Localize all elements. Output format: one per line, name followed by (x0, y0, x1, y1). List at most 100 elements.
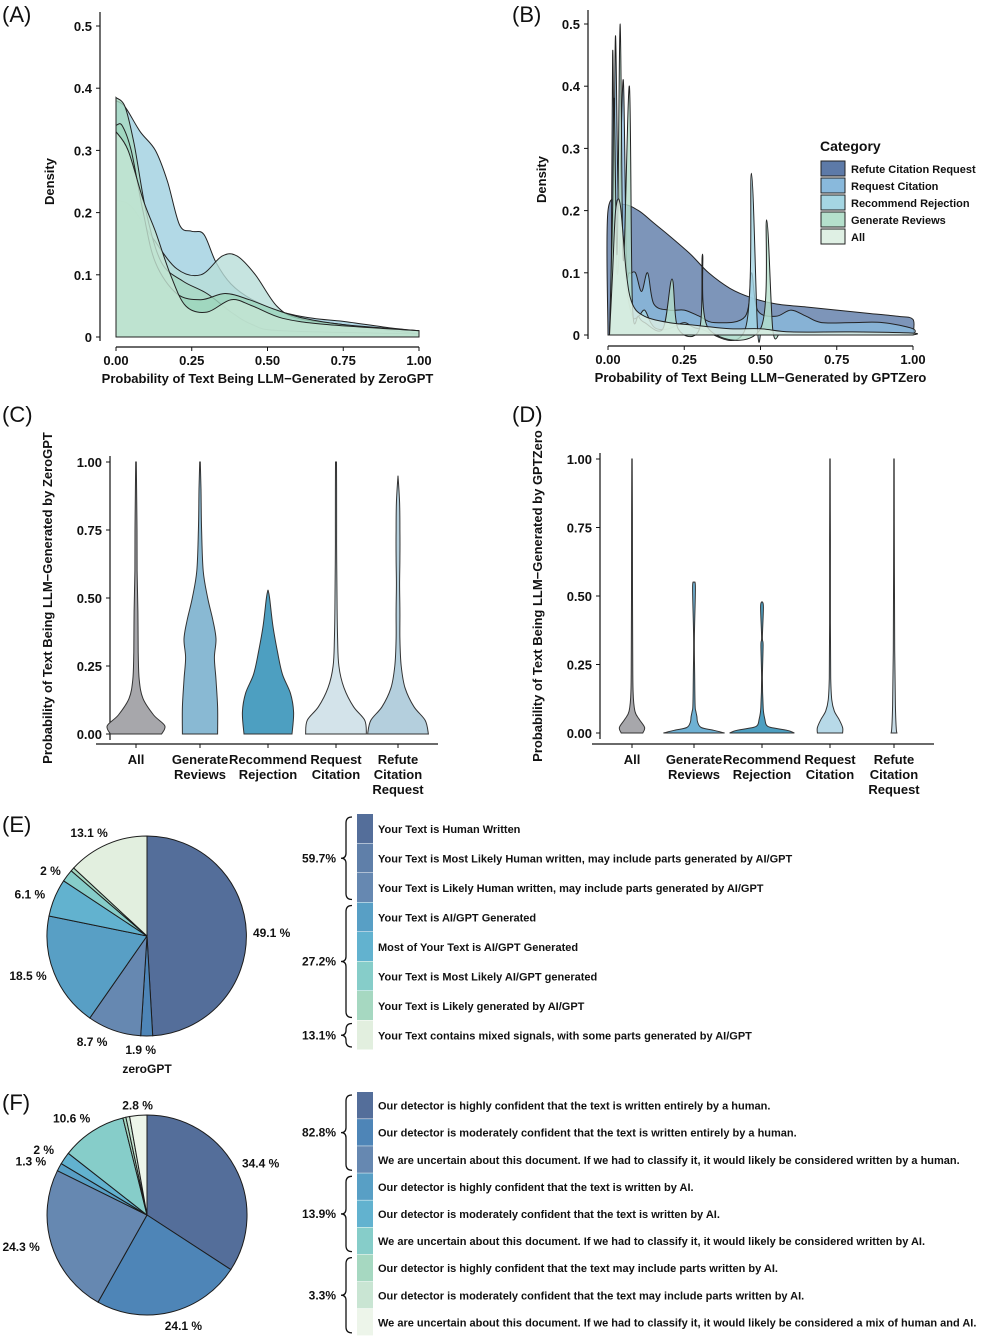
pie-slice (129, 1114, 148, 1216)
y-axis-label: Probability of Text Being LLM−Generated … (40, 432, 55, 764)
y-tick-label: 0 (573, 328, 580, 343)
category-swatch (357, 1146, 373, 1174)
category-text: Our detector is moderately confident tha… (378, 1128, 797, 1140)
group-percent: 82.8% (302, 1126, 336, 1140)
pie-title: zeroGPT (122, 1062, 172, 1076)
category-text: Our detector is highly confident that th… (378, 1263, 778, 1275)
slice-label: 2.8 % (122, 1098, 153, 1112)
y-tick-label: 1.00 (77, 455, 102, 470)
violin (663, 581, 725, 734)
group-percent: 13.1% (302, 1028, 336, 1042)
category-swatch (357, 932, 373, 962)
category-text: We are uncertain about this document. If… (378, 1155, 960, 1167)
legend-swatch (820, 177, 846, 194)
category-list: Our detector is highly confident that th… (302, 1092, 976, 1336)
category-swatch (357, 1092, 373, 1120)
group-percent: 59.7% (302, 851, 336, 865)
slice-label: 24.1 % (165, 1319, 203, 1333)
category-text: We are uncertain about this document. If… (378, 1317, 976, 1329)
pie-slice (46, 1170, 148, 1303)
x-tick-label: 0.00 (595, 352, 620, 367)
violin (305, 461, 367, 735)
x-tick-label: All (128, 752, 145, 767)
category-text: Your Text is AI/GPT Generated (378, 912, 536, 924)
group-brace (340, 1094, 353, 1171)
y-tick-label: 0.50 (567, 589, 592, 604)
legend-swatch (820, 211, 846, 228)
x-tick-label: Reviews (174, 767, 226, 782)
x-axis-label: Probability of Text Being LLM−Generated … (595, 370, 927, 385)
pie-slice (72, 835, 148, 938)
y-tick-label: 0.75 (77, 523, 102, 538)
group-percent: 13.9% (302, 1207, 336, 1221)
group-brace (340, 1175, 353, 1253)
legend-item: Generate Reviews (851, 215, 946, 227)
legend-swatch (820, 194, 846, 211)
category-swatch (357, 902, 373, 932)
x-tick-label: Rejection (239, 767, 298, 782)
panel-b: (B) 0 0.1 0.2 0.3 0.4 0.5 0.00 0.25 0.50 0.75 1.00 P… (512, 2, 976, 385)
group-brace (340, 1256, 353, 1334)
x-tick-label: Request (868, 782, 920, 797)
category-swatch (357, 961, 373, 991)
y-tick-label: 0.4 (562, 79, 581, 94)
category-swatch (357, 843, 373, 873)
legend-title: Category (820, 138, 881, 154)
slice-label: 6.1 % (15, 888, 46, 902)
legend: Category Refute Citation Request Request C… (820, 138, 976, 245)
category-swatch (357, 991, 373, 1021)
x-tick-label: Generate (172, 752, 228, 767)
y-tick-label: 0.2 (562, 204, 580, 219)
category-text: Your Text is Human Written (378, 824, 521, 836)
category-swatch (357, 873, 373, 903)
violin (106, 461, 166, 735)
slice-label: 18.5 % (9, 969, 47, 983)
slice-label: 1.9 % (125, 1043, 156, 1057)
slice-label: 24.3 % (2, 1240, 40, 1254)
category-text: Your Text is Likely Human written, may i… (378, 883, 764, 895)
legend-swatch (820, 228, 846, 245)
x-tick-label: Refute (378, 752, 418, 767)
category-swatch (357, 1308, 373, 1336)
x-tick-label: Refute (874, 752, 914, 767)
y-tick-label: 0.1 (562, 266, 580, 281)
slice-label: 2 % (33, 1143, 54, 1157)
group-percent: 3.3% (309, 1288, 337, 1302)
x-tick-label: 0.75 (824, 352, 849, 367)
x-tick-label: 1.00 (900, 352, 925, 367)
panel-e: (E) 49.1 % 1.9 % 8.7 % 18.5 % 6.1 % 2 % 13.1 % z… (2, 812, 792, 1076)
slice-label: 34.4 % (242, 1157, 280, 1171)
category-text: Most of Your Text is AI/GPT Generated (378, 942, 578, 954)
category-swatch (357, 1254, 373, 1282)
slice-label: 8.7 % (77, 1035, 108, 1049)
x-axis-label: Probability of Text Being LLM−Generated … (102, 371, 434, 386)
violin (729, 601, 795, 734)
y-tick-label: 0.25 (77, 659, 102, 674)
category-text: Our detector is moderately confident tha… (378, 1290, 804, 1302)
category-swatch (357, 1119, 373, 1147)
x-tick-label: Rejection (733, 767, 792, 782)
category-text: Our detector is highly confident that th… (378, 1101, 770, 1113)
group-percent: 27.2% (302, 955, 336, 969)
category-swatch (357, 1200, 373, 1228)
violin (181, 461, 219, 735)
category-list: Your Text is Human Written Your Text is M… (302, 814, 792, 1051)
panel-label: (B) (512, 2, 541, 27)
pie-slice (146, 835, 247, 1037)
y-tick-label: 0.25 (567, 658, 592, 673)
category-text: Your Text is Most Likely Human written, … (378, 853, 792, 865)
violin (366, 475, 430, 735)
x-tick-label: 1.00 (406, 353, 431, 368)
panel-label: (D) (512, 402, 543, 427)
group-brace (340, 1022, 353, 1048)
panel-d: (D) 0.00 0.25 0.50 0.75 1.00 All GenerateReview… (512, 402, 934, 797)
y-tick-label: 1.00 (567, 452, 592, 467)
x-tick-label: Citation (312, 767, 360, 782)
category-text: Our detector is moderately confident tha… (378, 1209, 720, 1221)
pie-slice (46, 915, 148, 1019)
y-tick-label: 0.4 (74, 81, 93, 96)
category-swatch (357, 1227, 373, 1255)
category-text: Your Text is Likely generated by AI/GPT (378, 1001, 585, 1013)
category-swatch (357, 1020, 373, 1050)
y-tick-label: 0.3 (562, 141, 580, 156)
